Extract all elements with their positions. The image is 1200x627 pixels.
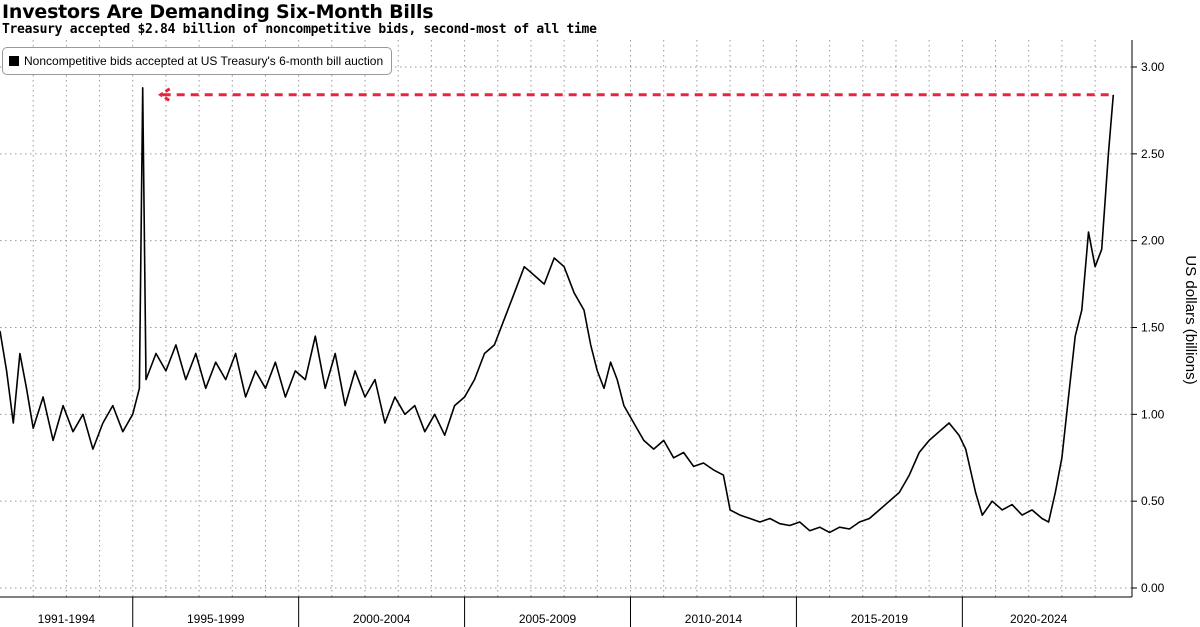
x-tick-label: 1991-1994 (38, 612, 96, 626)
reference-annotation (157, 87, 1114, 103)
legend-label: Noncompetitive bids accepted at US Treas… (24, 54, 384, 68)
chart-subtitle: Treasury accepted $2.84 billion of nonco… (2, 22, 597, 37)
y-tick-label: 1.00 (1141, 407, 1165, 421)
series-group (0, 87, 1115, 534)
y-tick-label: 0.50 (1141, 494, 1165, 508)
y-axis-ticks: 3.00 2.50 2.00 1.50 1.00 0.50 0.00 (1141, 60, 1165, 595)
legend: Noncompetitive bids accepted at US Treas… (2, 47, 393, 75)
chart-title: Investors Are Demanding Six-Month Bills (2, 1, 434, 23)
x-tick-label: 2000-2004 (353, 612, 411, 626)
x-axis-ticks: 1991-1994 1995-1999 2000-2004 2005-2009 2010… (38, 612, 1068, 626)
grid-lines (0, 40, 1132, 597)
x-tick-label: 2020-2024 (1010, 612, 1068, 626)
y-axis-label: US dollars (billions) (1182, 255, 1199, 384)
y-tick-label: 2.00 (1141, 234, 1165, 248)
series-line (0, 87, 1115, 534)
reference-arrow-icon (157, 87, 171, 103)
y-tick-label: 1.50 (1141, 321, 1165, 335)
y-tick-label: 2.50 (1141, 147, 1165, 161)
x-tick-label: 2010-2014 (685, 612, 743, 626)
axes (0, 40, 1137, 627)
y-tick-label: 0.00 (1141, 581, 1165, 595)
x-tick-label: 1995-1999 (187, 612, 245, 626)
x-tick-label: 2005-2009 (519, 612, 577, 626)
y-tick-label: 3.00 (1141, 60, 1165, 74)
x-tick-label: 2015-2019 (851, 612, 909, 626)
legend-swatch-icon (9, 56, 19, 66)
